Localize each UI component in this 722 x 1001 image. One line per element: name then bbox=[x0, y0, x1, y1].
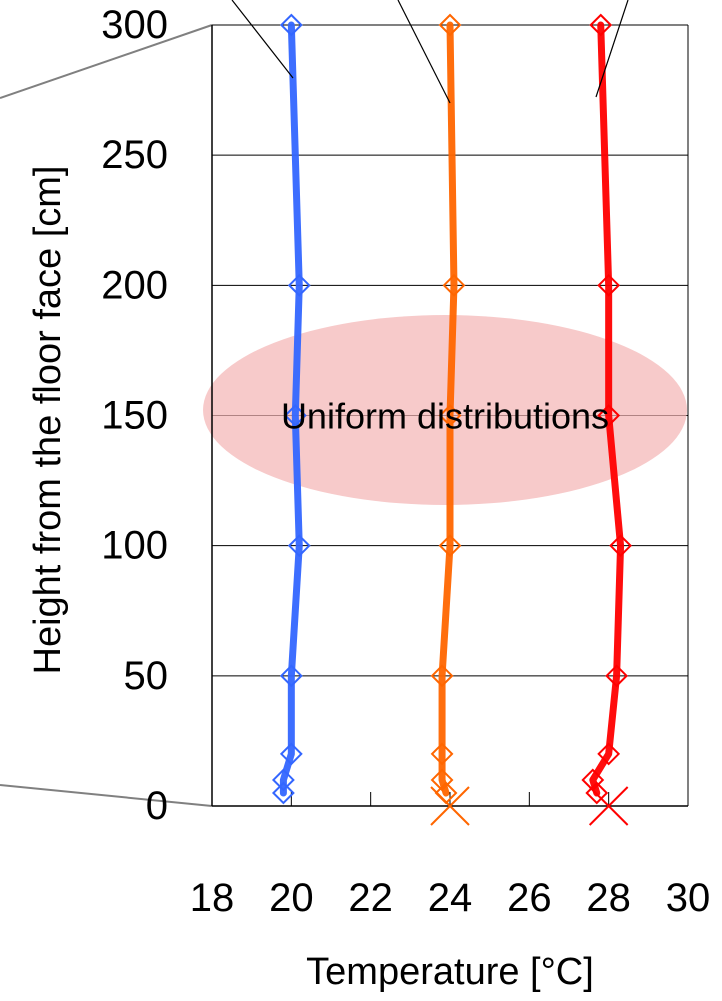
connector-line-top bbox=[0, 24, 213, 99]
series-3-line bbox=[589, 21, 625, 797]
callout-line-2 bbox=[397, 0, 451, 104]
series-3-point-3 bbox=[597, 404, 621, 427]
y-tick-label-200: 200 bbox=[101, 263, 168, 307]
series-2-point-7 bbox=[430, 768, 454, 792]
series-1-point-7 bbox=[271, 768, 295, 792]
series-2-point-5 bbox=[430, 664, 454, 688]
y-tick-label-300: 300 bbox=[101, 3, 168, 47]
series-3-point-1 bbox=[589, 13, 613, 37]
series-1-point-6 bbox=[279, 742, 303, 766]
x-tick-label-22: 22 bbox=[348, 876, 393, 920]
series-1-point-8 bbox=[271, 781, 295, 805]
series-2-point-6 bbox=[430, 742, 454, 766]
tick-labels: 0 50 100 150 200 250 300 18 20 22 24 26 28 30 bbox=[101, 3, 710, 920]
floor-marker-stroke-b bbox=[588, 786, 629, 826]
y-tick-label-100: 100 bbox=[101, 524, 168, 568]
x-tick-label-26: 26 bbox=[507, 876, 552, 920]
series-2-line bbox=[438, 21, 458, 797]
connector-line-bottom bbox=[0, 784, 213, 807]
series-callout-lines bbox=[231, 0, 629, 104]
series-2-point-4 bbox=[438, 534, 462, 558]
series-3-floor-marker bbox=[588, 786, 629, 826]
y-axis-label: Height from the floor face [cm] bbox=[27, 166, 69, 675]
y-tick-label-0: 0 bbox=[146, 784, 168, 828]
series-3-point-5 bbox=[605, 664, 629, 688]
annotation-label: Uniform distributions bbox=[281, 396, 609, 437]
x-tick-label-18: 18 bbox=[190, 876, 235, 920]
callout-line-3 bbox=[595, 0, 629, 98]
data-series bbox=[271, 13, 632, 826]
y-tick-label-250: 250 bbox=[101, 133, 168, 177]
series-1-point-4 bbox=[287, 534, 311, 558]
callout-line-1 bbox=[231, 0, 294, 79]
series-1-point-1 bbox=[279, 13, 303, 37]
series-1-point-5 bbox=[279, 664, 303, 688]
series-3-point-4 bbox=[609, 534, 632, 558]
series-1-point-3 bbox=[283, 404, 307, 427]
y-tick-label-50: 50 bbox=[124, 654, 169, 698]
x-tick-label-20: 20 bbox=[269, 876, 314, 920]
series-3-point-6 bbox=[597, 742, 621, 766]
series-2-point-1 bbox=[438, 13, 462, 37]
x-tick-label-30: 30 bbox=[666, 876, 711, 920]
y-tick-label-150: 150 bbox=[101, 394, 168, 438]
series-1-point-2 bbox=[287, 273, 311, 297]
series-2-point-3 bbox=[438, 404, 462, 427]
x-tick-label-28: 28 bbox=[586, 876, 631, 920]
zoom-connector-lines bbox=[0, 24, 213, 807]
series-1 bbox=[271, 13, 311, 805]
series-2-point-2 bbox=[442, 273, 466, 297]
series-2 bbox=[430, 13, 470, 826]
series-3 bbox=[581, 13, 632, 826]
x-tick-label-24: 24 bbox=[428, 876, 473, 920]
series-1-line bbox=[279, 21, 303, 797]
series-3-point-2 bbox=[597, 273, 621, 297]
floor-marker-stroke-b bbox=[430, 786, 470, 826]
series-2-floor-marker bbox=[430, 786, 470, 826]
series-3-point-8 bbox=[585, 781, 609, 805]
x-axis-label: Temperature [°C] bbox=[306, 951, 594, 993]
